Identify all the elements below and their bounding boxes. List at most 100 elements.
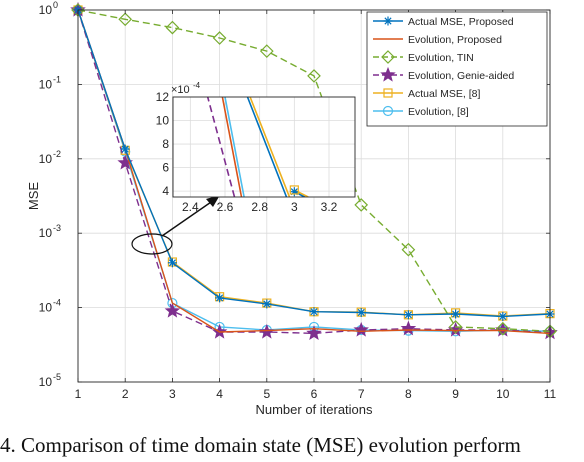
y-tick-exponent: -5 — [53, 372, 61, 382]
data-point — [382, 105, 394, 117]
legend-box — [366, 11, 548, 127]
y-tick-exponent: -2 — [53, 149, 61, 159]
x-tick-label: 7 — [358, 387, 365, 401]
legend-item: Evolution, TIN — [373, 50, 474, 64]
circle-marker — [382, 105, 394, 117]
data-point — [259, 44, 274, 58]
inset-multiplier-exponent: -4 — [193, 81, 201, 90]
legend-item: Evolution, Proposed — [373, 34, 502, 46]
inset-series-line — [206, 97, 236, 197]
inset-lines — [206, 97, 309, 197]
data-point — [353, 321, 369, 337]
legend-label: Evolution, TIN — [408, 52, 474, 64]
x-tick-label: 4 — [216, 387, 223, 401]
y-tick-label: 10 — [39, 152, 53, 166]
asterisk-stroke — [121, 145, 129, 153]
star-marker — [380, 66, 396, 82]
data-point — [167, 258, 177, 268]
diamond-marker — [118, 12, 133, 27]
data-point — [212, 31, 227, 45]
data-point — [380, 66, 396, 82]
zoom-ellipse — [131, 233, 173, 255]
star-marker — [164, 302, 181, 318]
legend-item: Actual MSE, Proposed — [373, 16, 514, 28]
legend-label: Evolution, Proposed — [408, 34, 502, 46]
asterisk-stroke — [452, 310, 460, 318]
series-3 — [71, 3, 557, 339]
inset-y-tick-label: 10 — [156, 114, 170, 128]
asterisk-stroke — [168, 259, 176, 267]
inset-x-tick-label: 2.4 — [182, 200, 199, 214]
y-tick-label: 10 — [39, 77, 53, 91]
y-tick-exponent: -1 — [53, 74, 61, 84]
inset-x-tick-label: 3 — [291, 200, 298, 214]
y-tick-exponent: 0 — [53, 0, 58, 10]
data-point — [401, 242, 416, 257]
inset-series-line — [246, 97, 288, 197]
data-point — [381, 50, 395, 64]
diamond-marker — [354, 198, 369, 212]
asterisk-stroke — [310, 308, 318, 316]
data-point — [289, 187, 299, 197]
y-tick-exponent: -4 — [53, 298, 61, 308]
series-2 — [77, 9, 551, 335]
legend-item: Actual MSE, [8] — [373, 88, 480, 100]
star-marker — [353, 321, 369, 337]
series-1 — [73, 5, 555, 321]
x-tick-label: 9 — [452, 387, 459, 401]
inset-x-tick-label: 3.2 — [321, 200, 338, 214]
x-tick-label: 8 — [405, 387, 412, 401]
inset-x-tick-label: 2.6 — [217, 200, 234, 214]
y-tick-label: 10 — [39, 226, 53, 240]
star-marker — [400, 320, 417, 336]
diamond-marker — [165, 20, 180, 35]
square-marker — [289, 185, 299, 195]
diamond-marker — [212, 31, 227, 45]
x-tick-label: 2 — [122, 387, 129, 401]
inset-series-line — [249, 97, 291, 197]
inset-multiplier: ×10 — [171, 84, 190, 96]
data-point — [215, 293, 225, 303]
inset-series-line — [293, 189, 309, 197]
square-marker — [383, 88, 393, 98]
asterisk-stroke — [357, 308, 365, 317]
x-tick-label: 1 — [75, 387, 82, 401]
figure-caption: 4. Comparison of time domain state (MSE)… — [0, 433, 521, 457]
data-point — [498, 311, 508, 321]
y-tick-label: 10 — [39, 301, 53, 315]
y-axis-label: MSE — [26, 182, 41, 211]
data-point — [354, 198, 369, 212]
asterisk-stroke — [499, 312, 507, 321]
legend-label: Evolution, Genie-aided — [408, 70, 514, 82]
data-point — [164, 302, 181, 318]
series-line — [77, 9, 551, 332]
inset-y-tick-label: 6 — [162, 161, 169, 175]
x-tick-label: 11 — [544, 387, 557, 401]
diamond-marker — [401, 242, 416, 257]
x-tick-label: 6 — [311, 387, 318, 401]
data-point — [356, 307, 366, 317]
inset-box — [172, 96, 356, 198]
data-point — [383, 16, 393, 26]
star-marker — [306, 325, 322, 341]
legend: Actual MSE, Proposed Evolution, Proposed E… — [366, 11, 548, 127]
data-point — [118, 12, 133, 27]
data-point — [120, 144, 130, 154]
legend-label: Actual MSE, [8] — [408, 88, 480, 100]
diamond-marker — [381, 50, 395, 64]
data-point — [403, 310, 413, 320]
data-point — [165, 20, 180, 35]
data-point — [289, 185, 299, 195]
x-tick-label: 10 — [496, 387, 510, 401]
x-axis-label: Number of iterations — [255, 402, 373, 417]
data-point — [448, 320, 463, 334]
inset-y-tick-label: 4 — [162, 184, 169, 198]
inset-y-tick-label: 12 — [156, 90, 170, 104]
inset-x-tick-label: 2.8 — [251, 200, 268, 214]
inset-series-line — [224, 97, 245, 197]
diamond-marker — [448, 320, 463, 334]
diamond-marker — [259, 44, 274, 58]
zoom-arrow-head — [206, 195, 220, 207]
